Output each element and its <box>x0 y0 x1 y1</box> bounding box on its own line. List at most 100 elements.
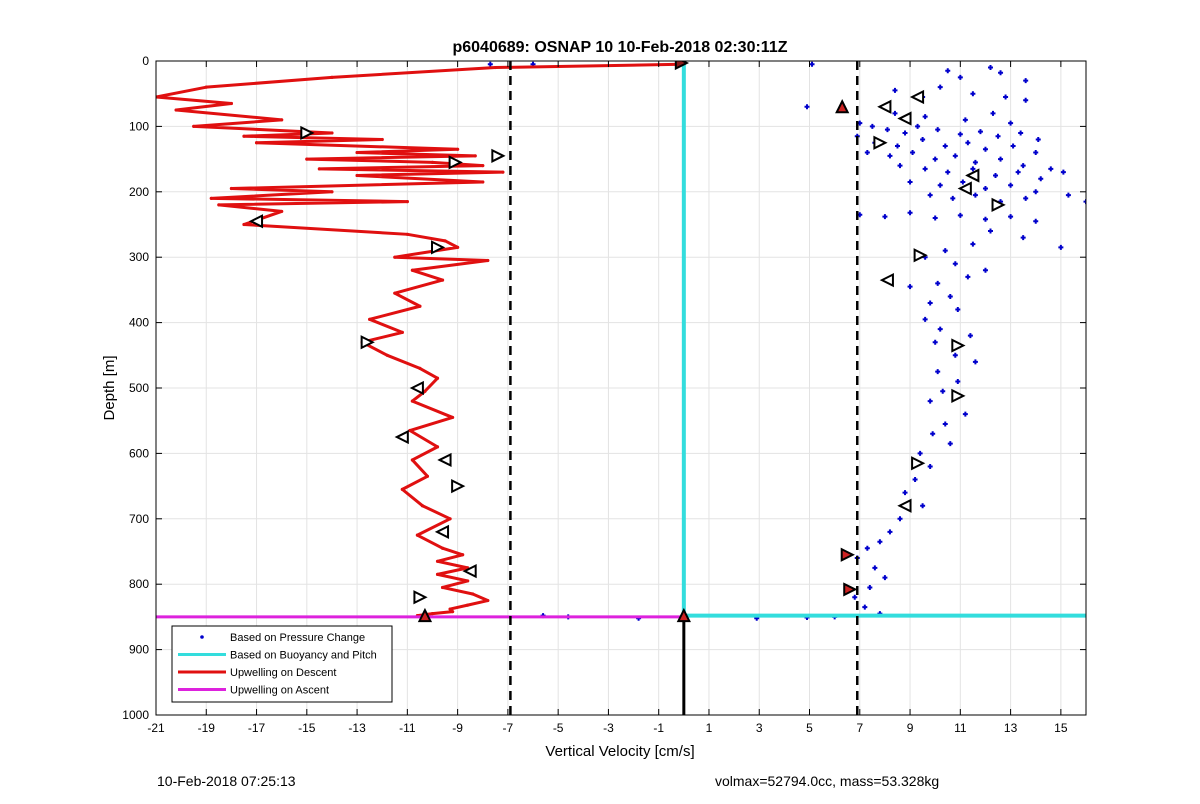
descent-point <box>368 317 372 321</box>
descent-point <box>430 160 435 164</box>
pressure-change-point <box>972 192 978 198</box>
x-tick-label: -15 <box>298 721 316 735</box>
pressure-change-point <box>927 398 933 404</box>
pressure-change-point <box>1038 176 1044 182</box>
triangle-marker <box>394 429 409 445</box>
descent-point <box>330 75 334 79</box>
x-tick-label: -19 <box>198 721 216 735</box>
pressure-change-point <box>892 110 898 116</box>
triangle-marker <box>462 564 477 579</box>
pressure-change-point <box>998 70 1004 76</box>
triangle-marker <box>409 380 424 396</box>
descent-point <box>305 157 309 161</box>
y-axis-label: Depth [m] <box>101 355 118 420</box>
descent-point <box>280 209 284 214</box>
triangle-marker <box>897 498 912 513</box>
y-tick-label: 300 <box>129 250 149 264</box>
chart-title: p6040689: OSNAP 10 10-Feb-2018 02:30:11Z <box>452 39 787 56</box>
pressure-change-point <box>972 159 978 165</box>
triangle-marker <box>451 478 466 494</box>
y-tick-label: 400 <box>129 316 149 330</box>
descent-point <box>418 304 422 308</box>
pressure-change-point <box>962 117 968 123</box>
legend-label: Upwelling on Descent <box>230 667 336 679</box>
triangle-marker <box>300 125 315 141</box>
y-tick-label: 100 <box>129 119 149 133</box>
triangle-marker <box>913 248 928 263</box>
triangle-marker <box>676 607 691 623</box>
x-tick-label: -21 <box>147 721 165 735</box>
x-tick-label: 13 <box>1004 721 1018 735</box>
pressure-change-point <box>487 61 493 67</box>
pressure-change-point <box>897 163 903 169</box>
x-axis-label: Vertical Velocity [cm/s] <box>545 743 694 760</box>
pressure-change-point <box>970 166 976 172</box>
pressure-change-point <box>897 516 903 522</box>
triangle-marker <box>911 456 926 471</box>
descent-point <box>280 118 284 122</box>
pressure-change-point <box>970 241 976 247</box>
pressure-change-point <box>942 248 948 254</box>
pressure-change-point <box>932 156 938 162</box>
triangle-marker <box>957 181 972 196</box>
triangle-marker <box>448 155 463 170</box>
triangle-marker <box>877 99 892 114</box>
pressure-change-point <box>965 140 971 146</box>
axis-ticks: -21 -19 -17 -15 -13 -11 -9 -7 -5 -3 -1 1 3 5 7 9 11 13 150… <box>122 54 1086 735</box>
pressure-change-point <box>935 127 941 133</box>
pressure-change-point <box>915 123 921 129</box>
pressure-change-point <box>993 172 999 178</box>
triangle-marker <box>879 272 894 288</box>
descent-series-line <box>156 62 682 618</box>
descent-point <box>471 592 475 596</box>
descent-point <box>355 173 359 178</box>
triangle-marker <box>434 524 450 539</box>
pressure-change-point <box>922 316 928 322</box>
pressure-change-point <box>1033 218 1039 224</box>
pressure-change-point <box>952 352 958 358</box>
pressure-change-point <box>932 215 938 221</box>
pressure-change-point <box>957 131 963 137</box>
descent-point <box>408 428 412 433</box>
pressure-change-point <box>922 166 928 172</box>
x-tick-label: 9 <box>907 721 914 735</box>
pressure-change-point <box>1003 94 1009 100</box>
descent-point <box>448 517 452 521</box>
pressure-change-point <box>1008 214 1014 220</box>
descent-point <box>330 131 334 135</box>
legend-label: Upwelling on Ascent <box>230 685 329 697</box>
y-tick-label: 0 <box>142 54 149 68</box>
descent-point <box>425 474 430 478</box>
descent-point <box>486 598 490 603</box>
pressure-change-point <box>882 214 888 220</box>
x-tick-label: 7 <box>856 721 863 735</box>
pressure-change-point <box>962 411 968 417</box>
pressure-change-point <box>804 104 810 110</box>
pressure-change-point <box>1023 97 1029 103</box>
pressure-change-point <box>864 150 870 156</box>
x-tick-label: 1 <box>706 721 713 735</box>
triangle-marker <box>909 89 925 105</box>
pressure-change-point <box>902 130 908 136</box>
descent-point <box>443 239 447 243</box>
descent-point <box>481 164 485 168</box>
pressure-change-point <box>935 369 941 375</box>
descent-point <box>418 366 422 370</box>
pressure-change-point <box>987 65 993 71</box>
y-tick-label: 600 <box>129 446 149 460</box>
descent-point <box>450 610 455 614</box>
pressure-change-point <box>884 127 890 133</box>
triangle-marker <box>835 99 850 114</box>
pressure-change-point <box>920 503 926 509</box>
pressure-change-point <box>867 584 873 590</box>
pressure-change-point <box>907 210 913 216</box>
descent-point <box>456 147 460 151</box>
pressure-change-point <box>902 490 908 496</box>
pressure-change-point <box>972 359 978 365</box>
pressure-change-point <box>1020 235 1026 241</box>
descent-point <box>405 200 409 204</box>
descent-point <box>448 607 452 611</box>
x-tick-label: -7 <box>503 721 514 735</box>
pressure-change-point <box>932 339 938 345</box>
descent-point <box>423 389 427 393</box>
